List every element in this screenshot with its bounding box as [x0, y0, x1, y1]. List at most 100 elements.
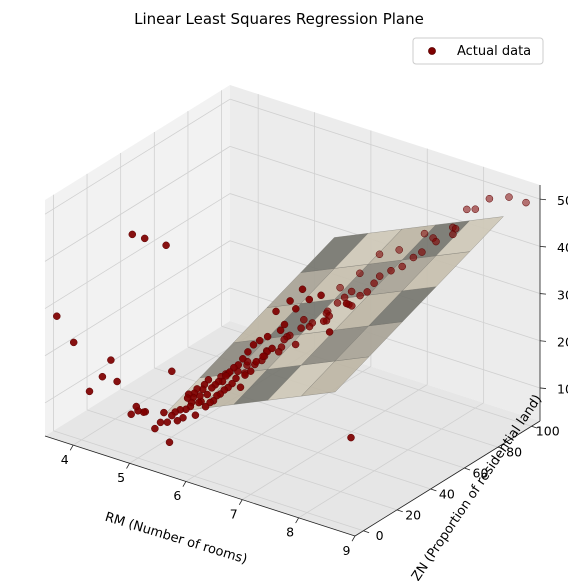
- data-point: [300, 315, 308, 324]
- x-tick-label-mark: [295, 517, 299, 524]
- y-tick-label-mark: [497, 446, 504, 450]
- grid-line-y: [53, 430, 364, 532]
- data-point: [395, 246, 403, 254]
- x-tick-label-mark: [351, 535, 356, 542]
- data-point: [317, 291, 325, 300]
- data-point: [236, 383, 245, 392]
- data-point: [286, 297, 294, 305]
- data-point: [232, 374, 240, 383]
- x-tick-label: 4: [61, 452, 69, 467]
- data-point: [375, 272, 384, 280]
- legend-frame: [412, 37, 544, 65]
- grid-line-z: [44, 193, 231, 309]
- data-point: [132, 402, 141, 411]
- y-tick-label: 0: [376, 528, 384, 543]
- data-point: [191, 411, 200, 419]
- x-tick-label-mark: [238, 499, 243, 506]
- data-point: [342, 299, 351, 308]
- data-point: [140, 234, 149, 243]
- grid-line-y: [120, 388, 431, 490]
- data-point: [336, 283, 344, 292]
- x-tick-label: 5: [117, 470, 125, 485]
- data-point: [128, 230, 137, 239]
- data-point: [471, 205, 480, 213]
- data-point: [305, 295, 314, 304]
- data-point: [522, 198, 530, 207]
- data-point: [163, 418, 172, 426]
- pane-left: [45, 85, 230, 436]
- z-tick-label-mark: [539, 198, 547, 201]
- data-point: [239, 355, 247, 363]
- data-point: [356, 269, 364, 278]
- data-point: [151, 424, 159, 433]
- data-point: [420, 229, 429, 238]
- data-point: [387, 266, 395, 275]
- data-point: [69, 338, 78, 347]
- grid-line-z: [44, 98, 231, 215]
- data-point: [241, 371, 249, 379]
- tick-labels: 4 5 6 7 8 9 0 20 40 60 80 100 10 20 30 40 50: [61, 193, 568, 558]
- data-point: [280, 335, 288, 344]
- data-point: [398, 262, 406, 271]
- z-tick-label: 50: [557, 193, 568, 208]
- data-point: [160, 408, 168, 417]
- data-point: [263, 332, 272, 341]
- data-point: [252, 357, 261, 366]
- data-point: [168, 367, 176, 376]
- x-tick-label: 6: [173, 488, 181, 503]
- grid-line-x: [298, 402, 484, 519]
- y-tick-label-mark: [531, 425, 538, 429]
- x-tick-label-mark: [69, 444, 74, 451]
- data-point: [432, 237, 440, 246]
- z-tick-label-mark: [539, 245, 547, 248]
- data-point: [113, 377, 121, 386]
- data-point: [222, 372, 230, 380]
- data-point: [98, 372, 107, 381]
- surface-patch: [435, 216, 504, 257]
- data-point: [333, 299, 342, 307]
- data-point: [127, 410, 135, 419]
- data-point: [463, 205, 471, 214]
- y-axis-line: [354, 420, 541, 537]
- data-point: [418, 248, 426, 256]
- data-point: [107, 356, 115, 364]
- data-point: [409, 253, 418, 262]
- x-axis-line: [44, 435, 356, 537]
- data-point: [173, 416, 182, 425]
- data-point: [249, 341, 258, 349]
- data-point: [347, 287, 356, 296]
- y-tick-label: 20: [405, 507, 421, 522]
- data-point: [183, 394, 192, 402]
- data-point: [195, 398, 203, 407]
- y-tick-label: 80: [506, 445, 522, 460]
- data-point: [274, 348, 283, 356]
- data-point: [298, 285, 307, 294]
- z-tick-label-mark: [539, 293, 547, 295]
- data-point: [244, 348, 252, 356]
- grid-line-z: [229, 98, 541, 200]
- data-point: [347, 433, 355, 442]
- grid-line-z: [44, 146, 231, 262]
- data-point: [449, 230, 457, 239]
- y-tick-label: 40: [439, 486, 455, 501]
- legend: Actual data: [412, 37, 544, 65]
- legend-marker: [428, 47, 436, 55]
- data-point: [356, 291, 364, 300]
- data-point: [156, 418, 165, 427]
- data-point: [53, 312, 61, 320]
- data-point: [85, 387, 94, 396]
- data-point: [272, 307, 280, 316]
- data-point: [363, 288, 371, 296]
- data-point: [255, 336, 264, 345]
- grid-line-x: [242, 384, 428, 500]
- data-point: [276, 326, 285, 335]
- x-tick-label-mark: [126, 463, 130, 469]
- data-point: [292, 305, 300, 313]
- y-tick-label-mark: [363, 530, 370, 534]
- data-point: [297, 324, 305, 332]
- pane-floor: [45, 321, 540, 536]
- data-point: [505, 193, 513, 201]
- data-point: [370, 279, 378, 287]
- data-point: [246, 367, 255, 375]
- x-tick-label: 7: [230, 506, 238, 521]
